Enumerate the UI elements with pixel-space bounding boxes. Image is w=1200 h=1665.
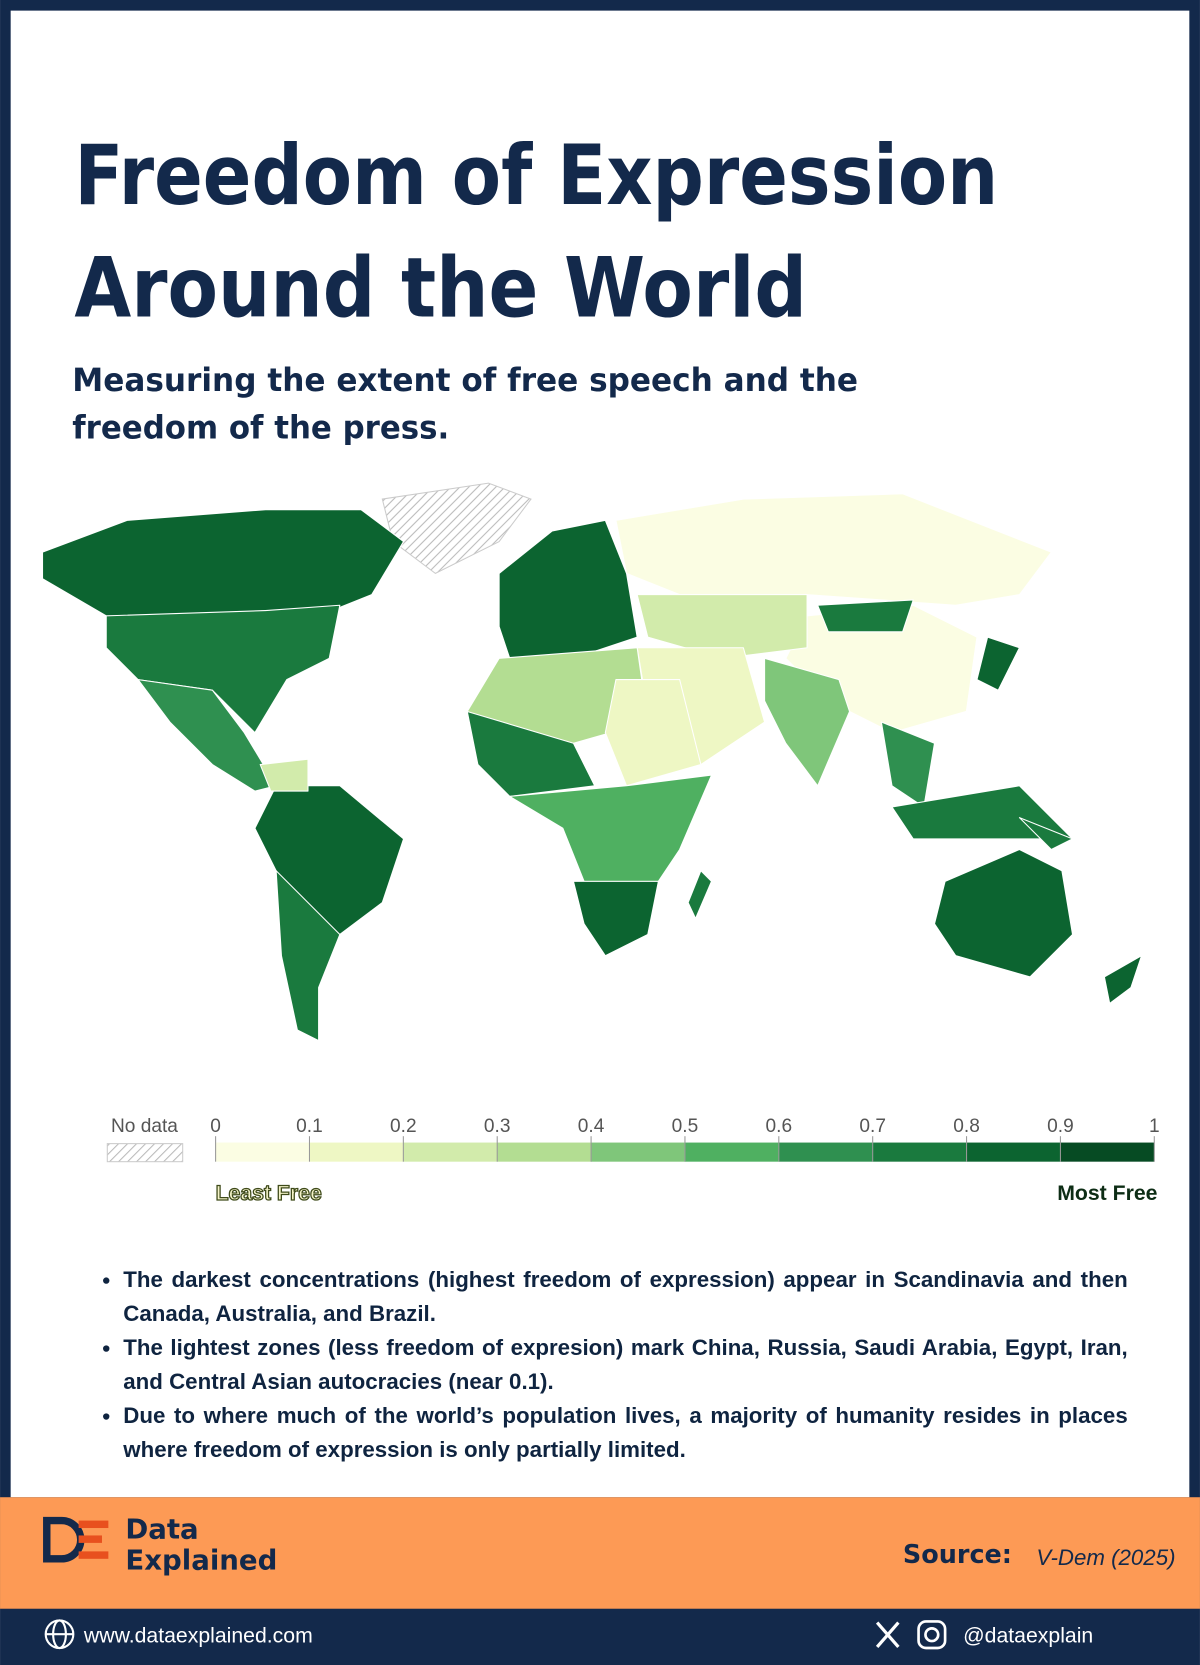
- region: [137, 679, 277, 792]
- region: [275, 870, 341, 1042]
- region: [466, 710, 596, 797]
- notes-box: The darkest concentrations (highest free…: [96, 1264, 1128, 1487]
- region: [1018, 817, 1074, 851]
- legend-bin: [497, 1142, 592, 1162]
- high-label: Most Free: [1057, 1182, 1157, 1205]
- region: [636, 594, 808, 659]
- title: Freedom of Expression: [74, 127, 998, 224]
- website: www.dataexplained.com: [83, 1625, 313, 1648]
- legend-bin: [966, 1142, 1061, 1162]
- region: [933, 848, 1074, 978]
- brand: Explained: [125, 1543, 277, 1576]
- region: [976, 636, 1020, 691]
- region: [572, 880, 659, 957]
- no-data-label: No data: [111, 1116, 178, 1137]
- legend-bin: [215, 1142, 310, 1162]
- x-icon: [875, 1621, 900, 1648]
- legend-tick-label: 0.2: [390, 1116, 417, 1137]
- region: [259, 758, 309, 792]
- legend-tick-label: 1: [1149, 1116, 1160, 1137]
- legend-bin: [872, 1142, 967, 1162]
- region: [817, 599, 914, 633]
- legend-tick-label: 0.5: [672, 1116, 699, 1137]
- legend-bin: [591, 1142, 685, 1162]
- note: The darkest concentrations (highest free…: [123, 1264, 1128, 1332]
- legend-bin: [778, 1142, 873, 1162]
- region: [105, 604, 341, 734]
- subtitle: Measuring the extent of free speech and …: [72, 361, 858, 399]
- region: [764, 657, 851, 787]
- title: Around the World: [74, 239, 807, 336]
- globe-icon: [44, 1619, 75, 1650]
- legend-tick-label: 0.6: [766, 1116, 793, 1137]
- source: V-Dem (2025): [1036, 1545, 1175, 1570]
- no-data-swatch: [106, 1143, 184, 1163]
- region: [41, 509, 405, 617]
- region: [615, 493, 1052, 606]
- note: The lightest zones (less freedom of expr…: [123, 1332, 1128, 1400]
- legend-tick-label: 0: [210, 1116, 221, 1137]
- legend: No data Least Free Most Free 0 0.1 0.2 0.3 0…: [106, 1116, 1160, 1206]
- low-label: Least Free: [216, 1182, 322, 1205]
- region: [498, 519, 638, 659]
- instagram-icon: [917, 1620, 947, 1650]
- footer-band: [0, 1497, 1200, 1609]
- legend-tick-label: 0.9: [1047, 1116, 1074, 1137]
- subtitle: freedom of the press.: [72, 409, 449, 447]
- legend-tick-label: 0.1: [296, 1116, 323, 1137]
- legend-tick-label: 0.4: [578, 1116, 605, 1137]
- logo: [43, 1516, 109, 1563]
- region: [509, 774, 713, 882]
- legend-bin: [684, 1142, 779, 1162]
- handle: @dataexplain: [963, 1625, 1093, 1648]
- world-map: [41, 482, 1143, 1042]
- brand: Data: [125, 1513, 198, 1546]
- legend-bin: [403, 1142, 498, 1162]
- legend-bin: [1060, 1142, 1155, 1162]
- notes: The darkest concentrations (highest free…: [96, 1264, 1128, 1468]
- legend-tick-label: 0.7: [859, 1116, 886, 1137]
- region: [1103, 955, 1143, 1004]
- region: [687, 870, 713, 920]
- region: [604, 679, 702, 787]
- legend-tick-label: 0.3: [484, 1116, 511, 1137]
- note: Due to where much of the world’s populat…: [123, 1400, 1128, 1468]
- legend-tick-label: 0.8: [953, 1116, 980, 1137]
- source-label: Source:: [903, 1540, 1012, 1570]
- legend-bin: [309, 1142, 404, 1162]
